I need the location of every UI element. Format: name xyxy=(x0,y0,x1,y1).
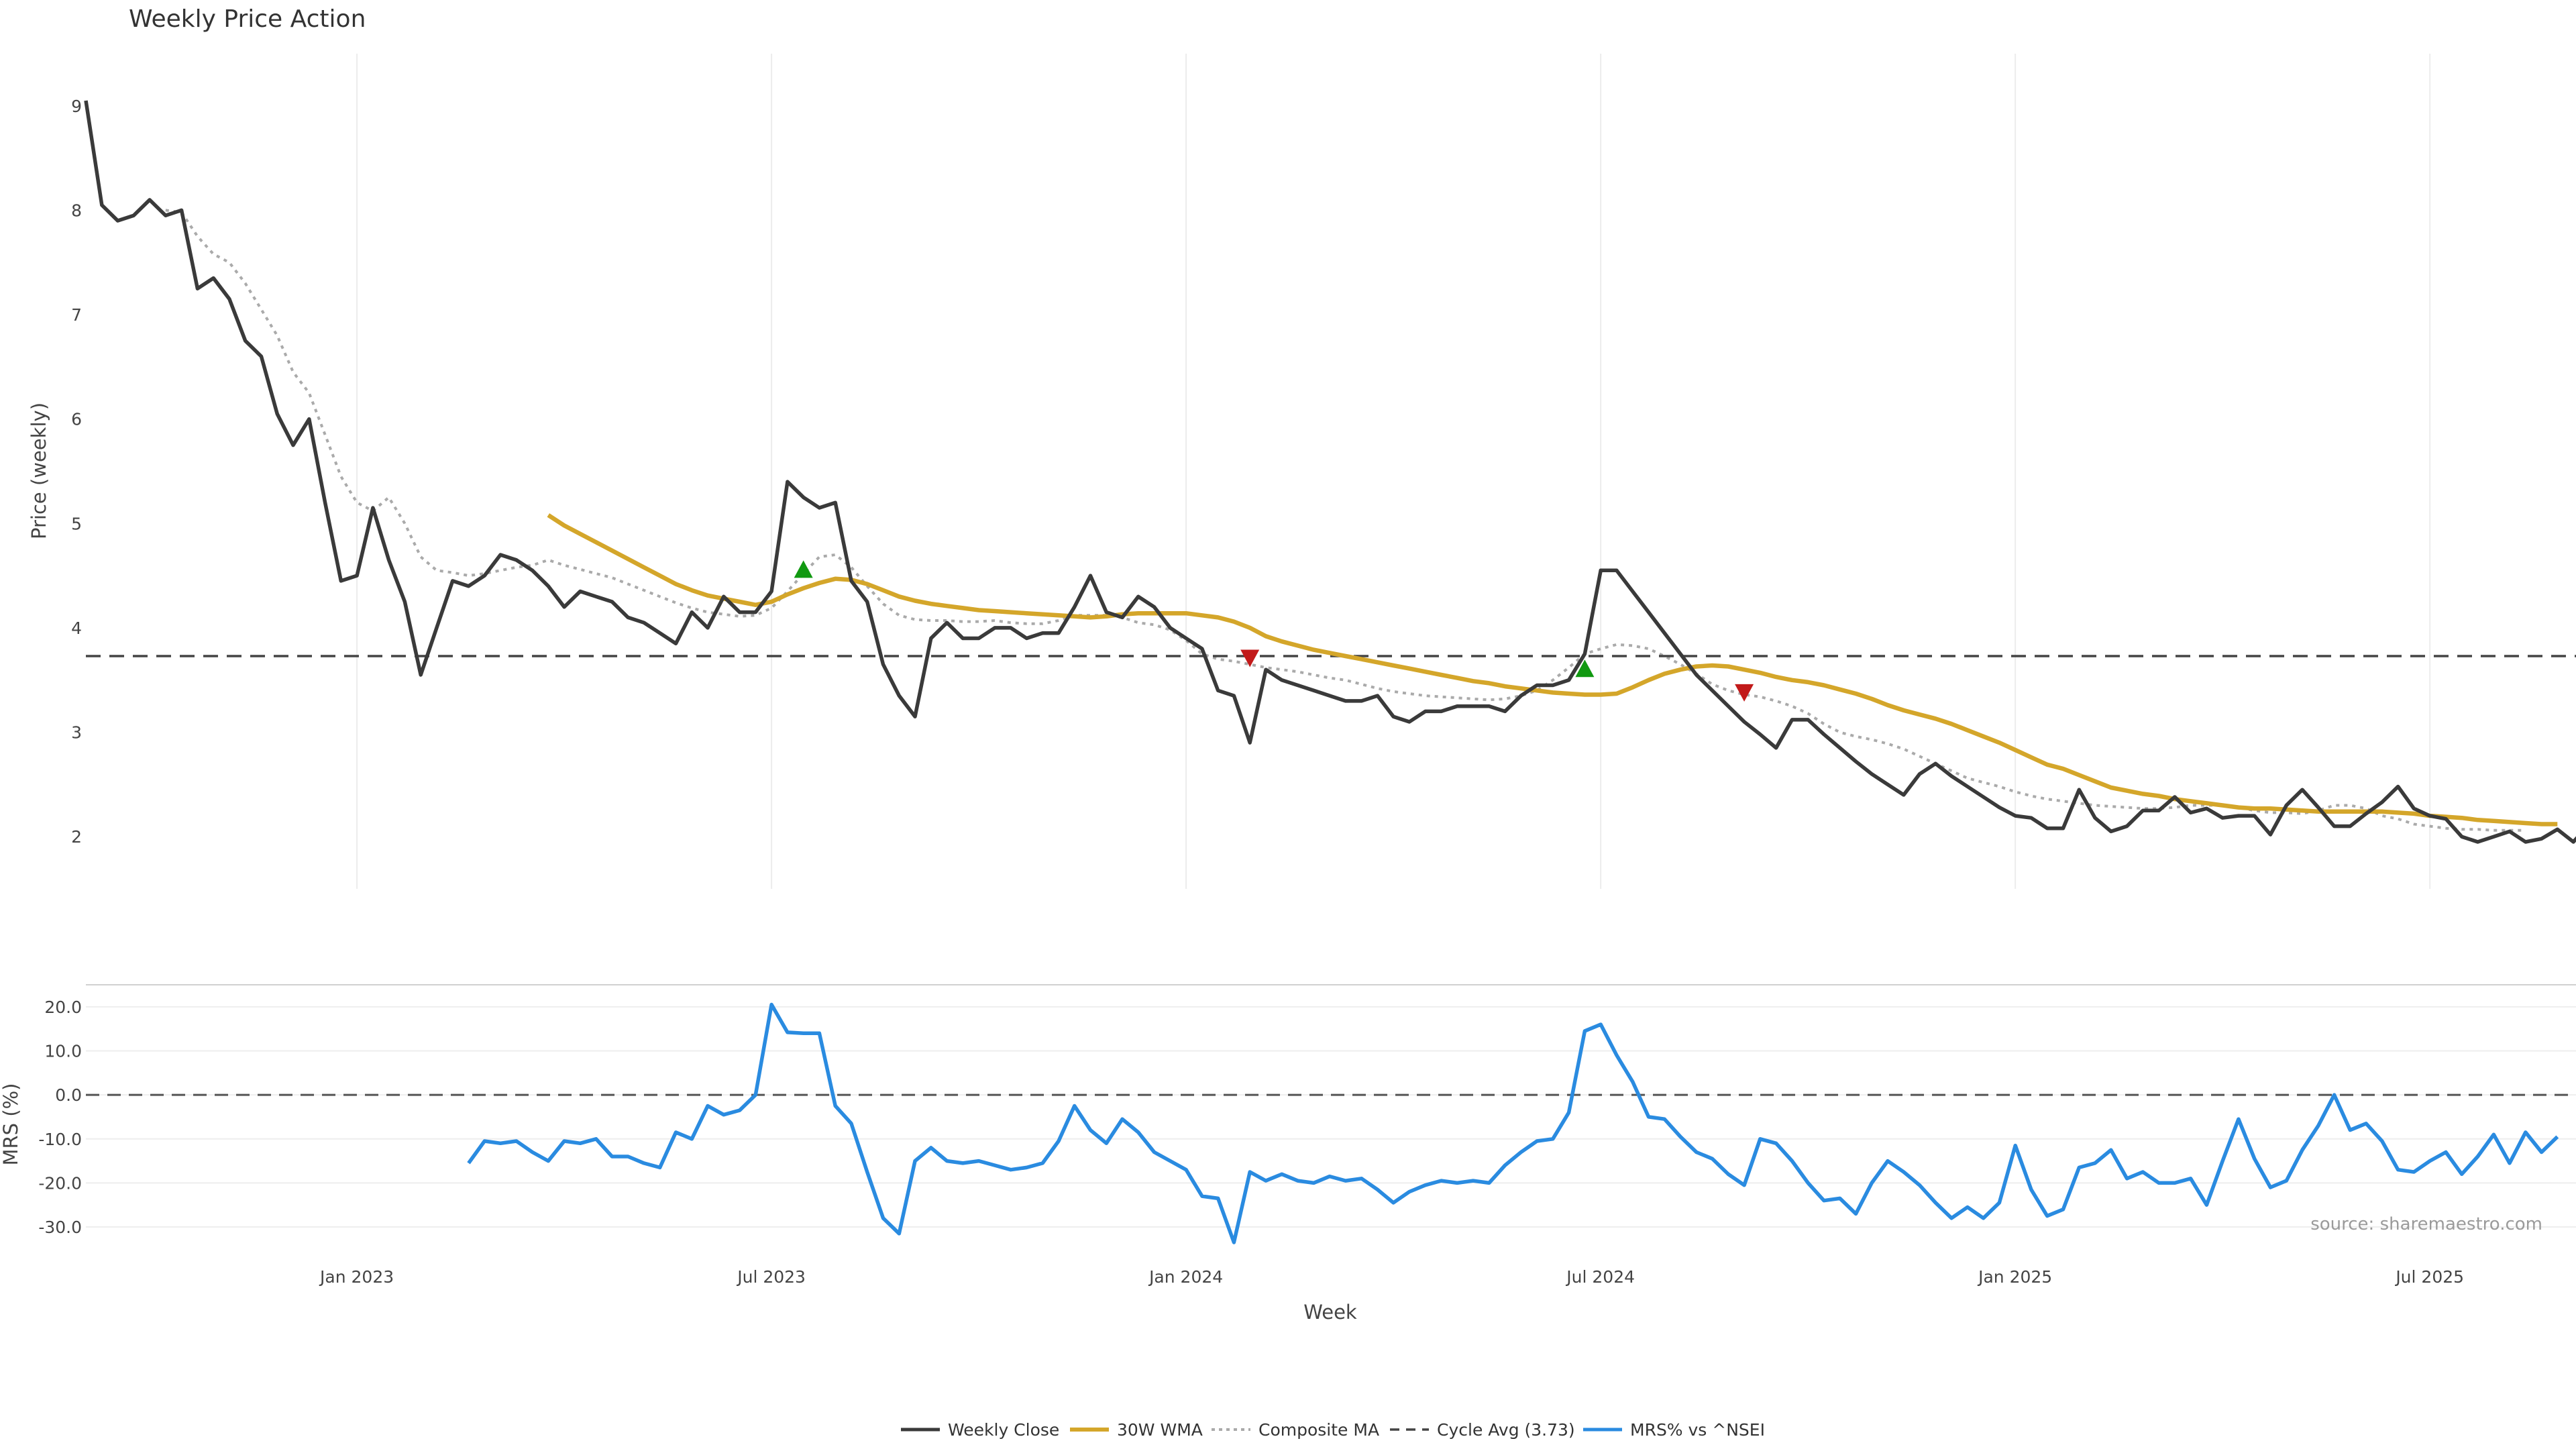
composite-ma-line xyxy=(165,209,2526,832)
chart-title: Weekly Price Action xyxy=(129,5,366,33)
sell-signal-marker xyxy=(1240,649,1260,667)
x-tick-label: Jan 2025 xyxy=(1977,1267,2052,1287)
price-gridlines xyxy=(356,54,2431,889)
mrs-y-tick-label: 10.0 xyxy=(44,1041,82,1061)
mrs-y-tick-label: -30.0 xyxy=(38,1218,82,1237)
price-y-tick-label: 7 xyxy=(71,305,82,325)
price-y-tick-label: 2 xyxy=(71,827,82,847)
source-credit: source: sharemaestro.com xyxy=(2310,1214,2542,1234)
legend-label: Weekly Close xyxy=(948,1420,1059,1440)
mrs-gridlines xyxy=(86,1006,2576,1228)
buy-signal-marker xyxy=(1575,659,1595,678)
x-tick-label: Jul 2023 xyxy=(736,1267,806,1287)
wma-30w-line xyxy=(547,513,2558,826)
mrs-y-tick-label: 0.0 xyxy=(55,1085,82,1105)
legend: Weekly Close 30W WMA Composite MA Cycle Avg… xyxy=(901,1420,1765,1440)
price-y-axis-label: Price (weekly) xyxy=(28,402,50,539)
price-y-tick-label: 6 xyxy=(71,410,82,429)
price-panel: 2 3 4 5 6 7 8 9 Price (weekly) xyxy=(28,54,2576,889)
mrs-y-tick-label: -20.0 xyxy=(38,1173,82,1193)
legend-label: Composite MA xyxy=(1258,1420,1379,1440)
mrs-y-ticks: -30.0 -20.0 -10.0 0.0 10.0 20.0 xyxy=(38,998,82,1237)
mrs-line xyxy=(467,1002,2559,1244)
x-axis-label: Week xyxy=(1303,1301,1357,1324)
legend-label: Cycle Avg (3.73) xyxy=(1437,1420,1575,1440)
weekly-close-line xyxy=(84,100,2576,844)
mrs-y-tick-label: 20.0 xyxy=(44,998,82,1017)
legend-label: MRS% vs ^NSEI xyxy=(1630,1420,1765,1440)
mrs-panel: -30.0 -20.0 -10.0 0.0 10.0 20.0 MRS (%) sourc… xyxy=(0,984,2576,1244)
price-y-ticks: 2 3 4 5 6 7 8 9 xyxy=(71,97,82,847)
x-axis-ticks: Jan 2023 Jul 2023 Jan 2024 Jul 2024 Jan 2025… xyxy=(319,1267,2464,1287)
buy-signal-marker xyxy=(794,560,813,578)
sell-signal-marker xyxy=(1735,684,1754,702)
x-tick-label: Jan 2024 xyxy=(1148,1267,1223,1287)
price-y-tick-label: 3 xyxy=(71,723,82,743)
legend-label: 30W WMA xyxy=(1117,1420,1203,1440)
mrs-y-axis-label: MRS (%) xyxy=(0,1083,22,1166)
price-y-tick-label: 5 xyxy=(71,514,82,533)
x-tick-label: Jul 2025 xyxy=(2394,1267,2464,1287)
price-signals xyxy=(794,560,1754,702)
price-y-tick-label: 9 xyxy=(71,97,82,116)
price-y-tick-label: 8 xyxy=(71,201,82,220)
mrs-series xyxy=(86,1002,2576,1244)
x-tick-label: Jan 2023 xyxy=(319,1267,394,1287)
price-y-tick-label: 4 xyxy=(71,619,82,638)
mrs-y-tick-label: -10.0 xyxy=(38,1130,82,1149)
price-series xyxy=(84,100,2576,844)
x-tick-label: Jul 2024 xyxy=(1565,1267,1635,1287)
